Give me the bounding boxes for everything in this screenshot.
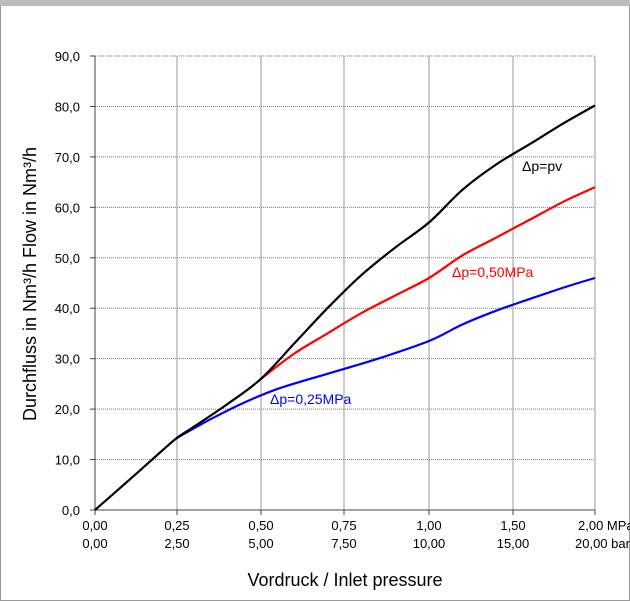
series-line-dp-025mpa [176, 276, 596, 439]
y-tick-labels: 0,0 10,0 20,0 30,0 40,0 50,0 60,0 70,0 80,0 90,0 [55, 49, 80, 518]
y-tick-label: 10,0 [55, 453, 80, 468]
y-tick-label: 80,0 [55, 99, 80, 114]
series-annotations: Δp=pv Δp=0,50MPa Δp=0,25MPa [270, 158, 562, 407]
y-tick-label: 90,0 [55, 49, 80, 64]
y-tick-label: 0,0 [62, 503, 80, 518]
y-tick-label: 50,0 [55, 251, 80, 266]
y-axis-label: Durchfluss in Nm³/h Flow in Nm³/h [20, 147, 40, 421]
y-tick-label: 40,0 [55, 301, 80, 316]
x-tick-label-bar: 2,50 [164, 536, 189, 551]
x-tick-label-mpa: 1,50 [500, 518, 525, 533]
annotation-dp-050mpa: Δp=0,50MPa [452, 264, 534, 280]
series-lines [94, 104, 596, 511]
x-tick-label-mpa: 2,00 MPa [578, 518, 630, 533]
x-tick-label-bar: 20,00 bar [575, 536, 630, 551]
x-tick-label-mpa: 1,00 [416, 518, 441, 533]
x-tick-label-bar: 5,00 [248, 536, 273, 551]
annotation-dp-pv: Δp=pv [522, 158, 562, 174]
series-line-dp-pv [94, 104, 596, 511]
x-tick-labels: 0,00 0,25 0,50 0,75 1,00 1,50 2,00 MPa 0,00 2,50… [82, 518, 630, 551]
x-tick-label-bar: 10,00 [413, 536, 446, 551]
series-line-dp-050mpa [260, 186, 596, 380]
x-tick-label-bar: 7,50 [331, 536, 356, 551]
y-tick-label: 20,0 [55, 402, 80, 417]
x-tick-label-mpa: 0,75 [331, 518, 356, 533]
x-tick-label-bar: 15,00 [497, 536, 530, 551]
x-tick-label-mpa: 0,25 [164, 518, 189, 533]
grid-lines [90, 55, 596, 515]
x-tick-label-mpa: 0,00 [82, 518, 107, 533]
x-axis-label: Vordruck / Inlet pressure [247, 570, 442, 590]
y-tick-label: 60,0 [55, 200, 80, 215]
window-top-bar [0, 0, 630, 6]
y-tick-label: 30,0 [55, 352, 80, 367]
y-tick-label: 70,0 [55, 150, 80, 165]
x-tick-label-mpa: 0,50 [248, 518, 273, 533]
annotation-dp-025mpa: Δp=0,25MPa [270, 391, 352, 407]
x-tick-label-bar: 0,00 [82, 536, 107, 551]
